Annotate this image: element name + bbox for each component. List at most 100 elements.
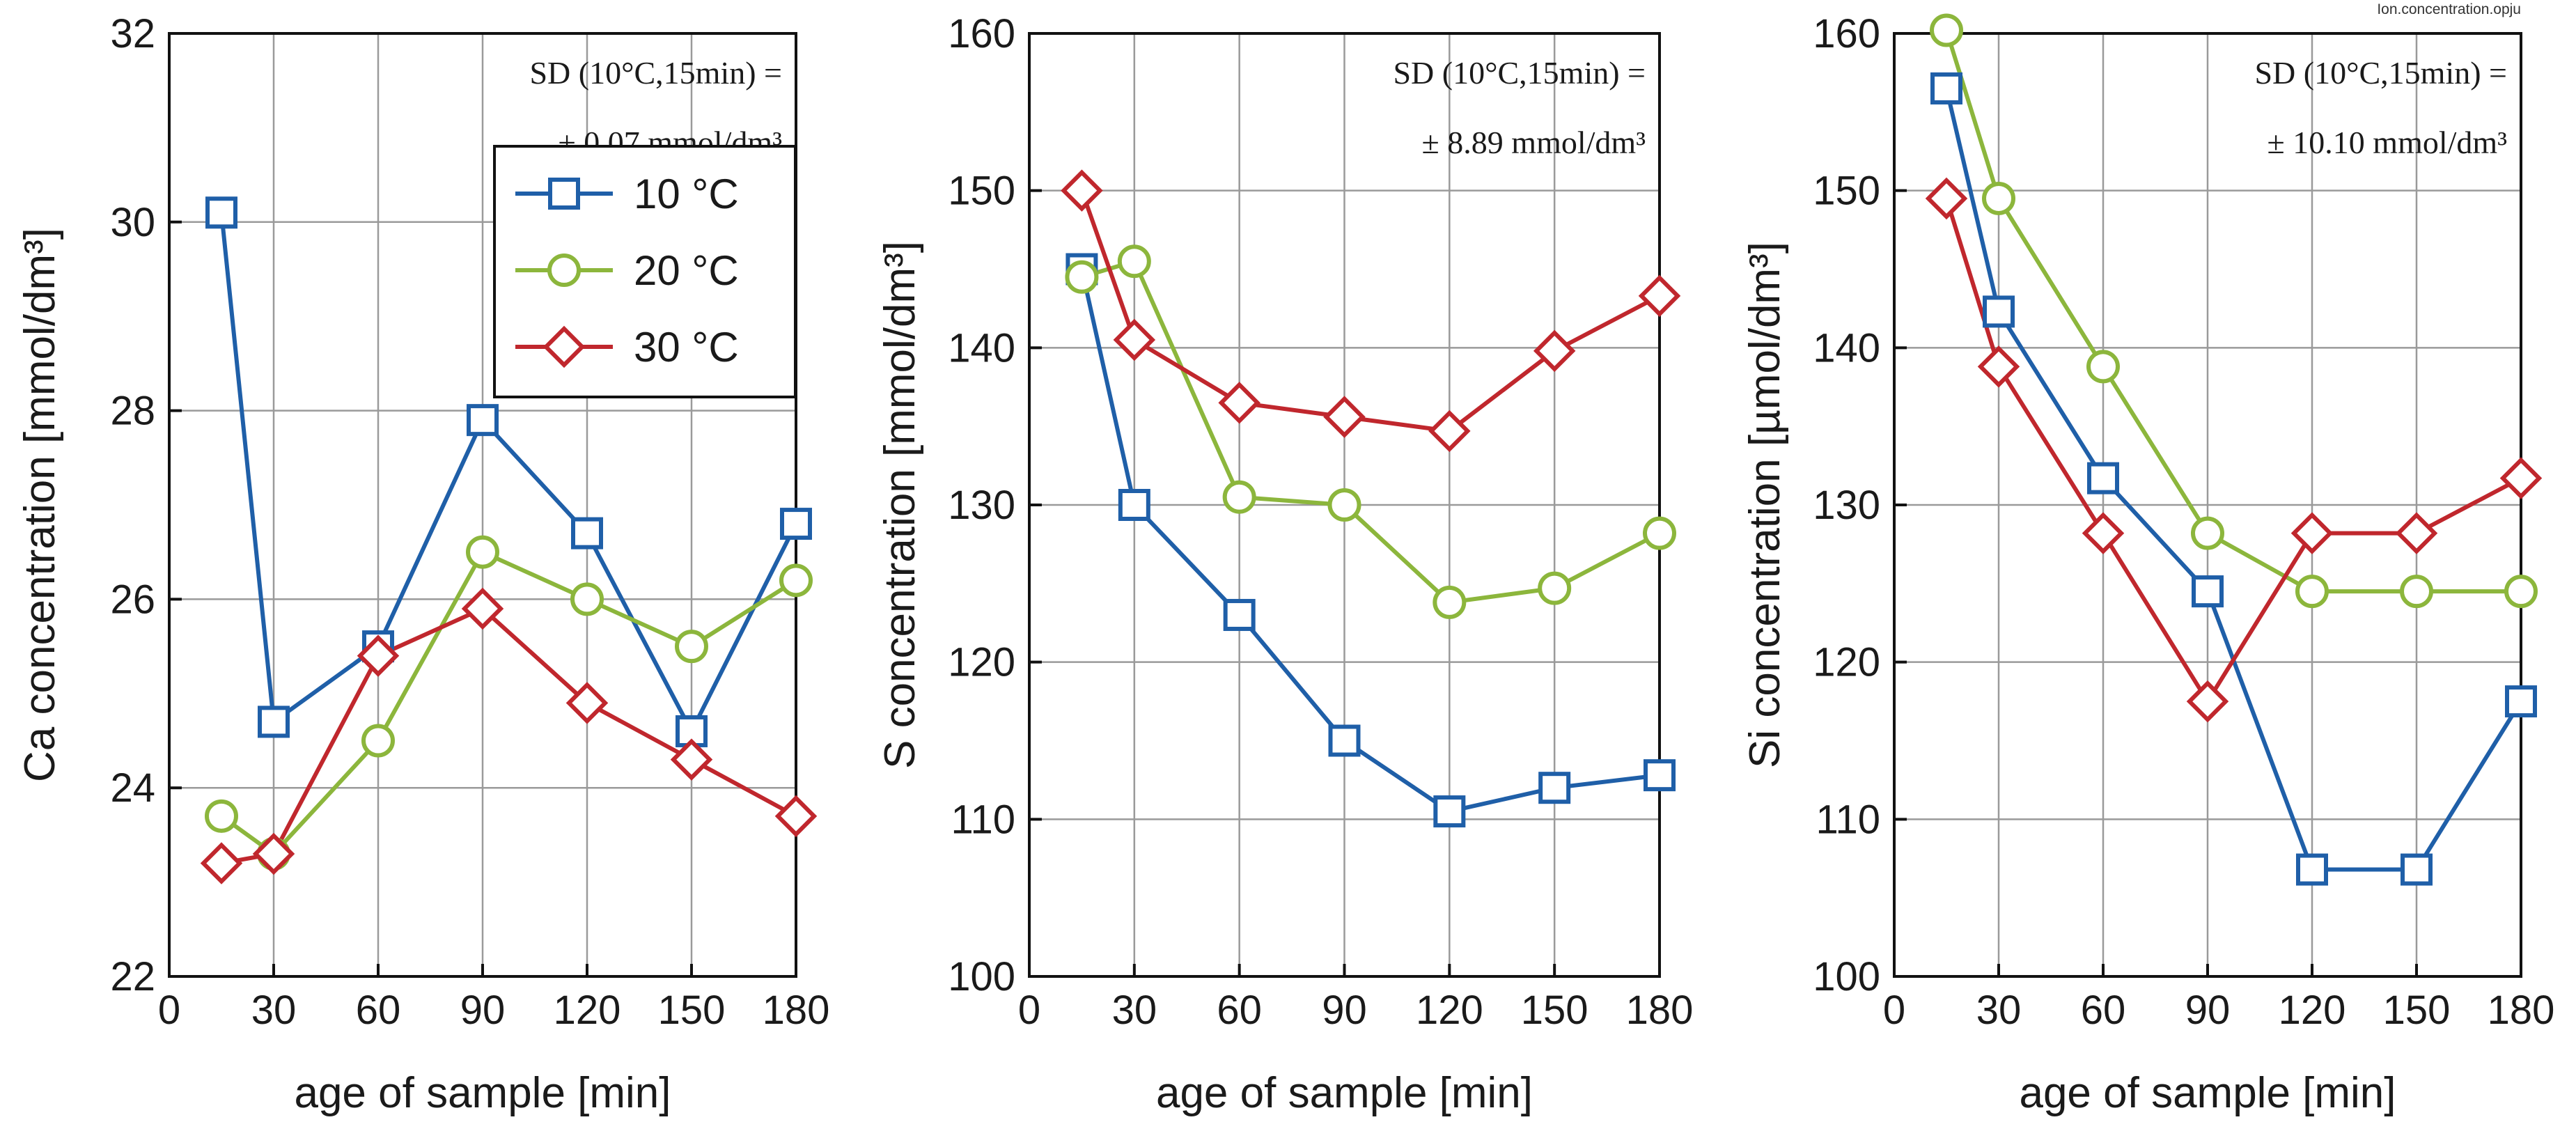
y-tick-label: 140 — [1813, 325, 1880, 371]
data-point-30C — [1638, 274, 1681, 318]
data-point-30C — [774, 795, 818, 838]
x-tick-label: 90 — [1322, 988, 1367, 1033]
data-point-30C — [1323, 396, 1366, 438]
y-tick-label: 130 — [1813, 483, 1880, 528]
data-point-20C — [2086, 350, 2120, 384]
panel-2: 0 30 60 90 120 150 180 100 110 120 130 140 150 160 age… — [876, 11, 1693, 1117]
legend-marker — [548, 178, 580, 210]
data-point-10C — [571, 517, 603, 549]
data-point-10C — [1538, 772, 1571, 804]
data-point-20C — [361, 724, 395, 758]
data-point-10C — [2192, 575, 2224, 608]
data-point-30C — [1533, 329, 1576, 373]
data-point-20C — [1327, 488, 1361, 522]
x-tick-label: 120 — [554, 988, 621, 1033]
y-tick-label: 150 — [1813, 169, 1880, 214]
data-point-20C — [570, 582, 604, 616]
data-point-30C — [1977, 345, 2020, 388]
data-point-20C — [1982, 181, 2015, 215]
data-point-10C — [2087, 462, 2119, 494]
sd-annotation-line: ± 8.89 mmol/dm³ — [1422, 125, 1646, 160]
data-point-30C — [461, 587, 504, 630]
x-tick-label: 90 — [2185, 988, 2231, 1033]
data-point-20C — [1538, 571, 1572, 605]
y-tick-label: 100 — [1813, 954, 1880, 999]
data-point-20C — [1117, 244, 1151, 279]
data-point-20C — [675, 630, 708, 664]
series-line-20C — [220, 549, 797, 856]
panel-1: 0 30 60 90 120 150 180 22 24 26 28 30 32 age of sampl… — [16, 11, 829, 1117]
x-tick-label: 30 — [1976, 988, 2022, 1033]
y-tick-label: 32 — [110, 11, 155, 56]
x-tick-label: 150 — [658, 988, 726, 1033]
y-tick-label: 150 — [948, 169, 1015, 214]
data-point-10C — [1118, 489, 1150, 521]
data-point-30C — [670, 738, 713, 781]
data-point-30C — [2290, 512, 2334, 554]
data-point-10C — [467, 404, 499, 437]
y-tick-label: 140 — [948, 325, 1015, 371]
legend-entry-label: 30 °C — [634, 324, 739, 371]
data-point-20C — [779, 563, 813, 598]
x-tick-label: 60 — [356, 988, 401, 1033]
data-point-30C — [565, 682, 609, 724]
legend-marker — [547, 254, 581, 287]
legend-marker — [542, 325, 586, 368]
data-point-30C — [2186, 680, 2229, 723]
data-point-10C — [2401, 853, 2433, 886]
data-point-20C — [2400, 575, 2433, 609]
data-point-10C — [258, 706, 290, 738]
data-point-10C — [1433, 795, 1466, 828]
x-tick-label: 60 — [1217, 988, 1262, 1033]
x-tick-label: 120 — [2279, 988, 2346, 1033]
y-tick-label: 28 — [110, 389, 155, 434]
x-tick-label: 150 — [1521, 988, 1588, 1033]
data-point-10C — [2296, 853, 2328, 886]
data-point-20C — [1643, 516, 1676, 550]
data-point-10C — [2505, 685, 2537, 718]
y-tick-label: 22 — [110, 954, 155, 999]
x-tick-label: 180 — [2488, 988, 2555, 1033]
data-point-10C — [1223, 598, 1256, 631]
series-line-20C — [1081, 259, 1661, 605]
x-tick-label: 180 — [1626, 988, 1694, 1033]
data-point-20C — [1930, 13, 1963, 47]
data-point-30C — [1428, 410, 1471, 453]
x-tick-label: 0 — [1883, 988, 1905, 1033]
sd-annotation-line: SD (10°C,15min) = — [1393, 55, 1646, 91]
y-tick-label: 160 — [1813, 11, 1880, 56]
data-point-30C — [1925, 177, 1968, 220]
legend: 10 °C 20 °C 30 °C — [493, 145, 797, 398]
x-tick-label: 150 — [2383, 988, 2451, 1033]
data-point-30C — [1218, 382, 1260, 424]
series-line-20C — [1944, 29, 2521, 594]
data-point-30C — [252, 832, 295, 875]
y-tick-label: 130 — [948, 483, 1015, 528]
data-point-10C — [1644, 759, 1676, 792]
legend-entry-label: 10 °C — [634, 171, 739, 217]
y-tick-label: 110 — [951, 797, 1015, 842]
data-point-30C — [200, 842, 243, 884]
y-tick-label: 24 — [110, 765, 155, 811]
data-point-30C — [1113, 318, 1156, 361]
x-tick-label: 30 — [251, 988, 297, 1033]
data-point-30C — [2499, 457, 2543, 499]
y-tick-label: 120 — [948, 640, 1015, 685]
x-tick-label: 90 — [460, 988, 506, 1033]
data-point-30C — [2082, 512, 2125, 554]
y-tick-label: 100 — [948, 954, 1015, 999]
y-tick-label: 160 — [948, 11, 1015, 56]
series-line-30C — [221, 606, 797, 866]
data-point-20C — [2504, 575, 2538, 609]
x-tick-label: 30 — [1112, 988, 1157, 1033]
data-point-10C — [205, 196, 237, 229]
data-point-20C — [205, 799, 238, 833]
x-tick-label: 0 — [158, 988, 180, 1033]
y-tick-label: 110 — [1816, 797, 1880, 842]
x-tick-label: 60 — [2081, 988, 2126, 1033]
series-line-30C — [1079, 189, 1661, 433]
legend-entry-label: 20 °C — [634, 247, 739, 294]
x-tick-label: 0 — [1018, 988, 1040, 1033]
sd-annotation-line: ± 10.10 mmol/dm³ — [2267, 125, 2507, 160]
